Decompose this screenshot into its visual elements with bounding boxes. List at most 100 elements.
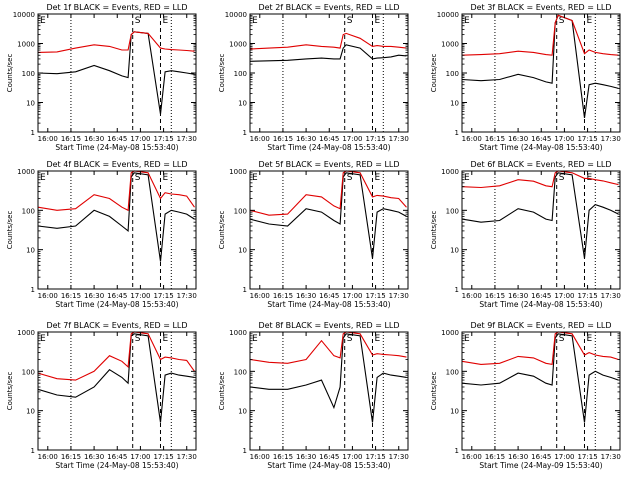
marker-label: S: [347, 334, 353, 344]
marker-label: S: [135, 16, 141, 26]
y-tick-label: 1: [455, 286, 459, 294]
x-tick-label: 16:45: [531, 453, 551, 461]
chart-title: Det 6f BLACK = Events, RED = LLD: [470, 160, 611, 169]
series-line-events: [461, 14, 619, 118]
marker-label: E: [374, 334, 380, 344]
marker-label: E: [464, 334, 470, 344]
x-tick-label: 17:00: [342, 135, 362, 143]
y-tick-label: 10: [450, 408, 459, 416]
x-tick-label: 16:15: [485, 453, 505, 461]
chart-title: Det 1f BLACK = Events, RED = LLD: [46, 3, 187, 12]
y-tick-label: 1: [243, 447, 247, 455]
plot-frame: [37, 331, 197, 451]
marker-label: E: [40, 173, 46, 183]
y-tick-label: 10000: [437, 11, 459, 19]
x-tick-label: 17:30: [601, 453, 621, 461]
x-axis-label: Start Time (24-May-08 15:53:40): [267, 143, 390, 152]
y-tick-label: 10: [238, 247, 247, 255]
x-tick-label: 16:15: [61, 292, 81, 300]
y-tick-label: 1000: [229, 329, 247, 337]
y-tick-label: 1: [31, 129, 35, 137]
series-line-events: [249, 333, 407, 423]
x-tick-label: 17:15: [577, 453, 597, 461]
x-tick-label: 17:00: [130, 135, 150, 143]
x-tick-label: 17:15: [577, 135, 597, 143]
marker-label: E: [252, 16, 258, 26]
series-line-lld: [249, 170, 407, 216]
x-tick-label: 16:30: [296, 453, 316, 461]
x-tick-label: 17:30: [177, 453, 197, 461]
x-tick-label: 17:00: [130, 292, 150, 300]
y-tick-label: 10: [238, 100, 247, 108]
x-tick-label: 16:45: [107, 453, 127, 461]
y-tick-label: 100: [234, 368, 247, 376]
y-tick-label: 100: [22, 207, 35, 215]
x-tick-label: 16:00: [38, 135, 58, 143]
series-line-lld: [37, 31, 195, 53]
y-tick-label: 100: [446, 368, 459, 376]
y-tick-label: 1: [455, 129, 459, 137]
marker-label: E: [40, 334, 46, 344]
x-tick-label: 17:30: [601, 135, 621, 143]
series-line-lld: [461, 14, 619, 56]
chart-title: Det 2f BLACK = Events, RED = LLD: [258, 3, 399, 12]
x-tick-label: 16:15: [485, 135, 505, 143]
x-tick-label: 16:00: [462, 135, 482, 143]
y-tick-label: 1000: [441, 168, 459, 176]
chart-title: Det 3f BLACK = Events, RED = LLD: [470, 3, 611, 12]
x-axis-label: Start Time (24-May-08 15:53:40): [479, 143, 602, 152]
x-tick-label: 17:00: [130, 453, 150, 461]
x-tick-label: 17:15: [577, 292, 597, 300]
y-tick-label: 10000: [13, 11, 35, 19]
marker-label: E: [464, 16, 470, 26]
x-tick-label: 16:00: [250, 453, 270, 461]
x-tick-label: 16:00: [250, 135, 270, 143]
y-tick-label: 10: [26, 100, 35, 108]
x-tick-label: 16:15: [61, 135, 81, 143]
y-axis-label: Counts/sec: [218, 54, 226, 93]
x-tick-label: 16:30: [508, 453, 528, 461]
marker-label: E: [162, 16, 168, 26]
chart-title: Det 5f BLACK = Events, RED = LLD: [258, 160, 399, 169]
marker-label: E: [374, 173, 380, 183]
series-line-lld: [461, 170, 619, 189]
plot-frame: [461, 331, 621, 451]
x-tick-label: 16:00: [38, 292, 58, 300]
marker-label: S: [135, 334, 141, 344]
x-tick-label: 16:45: [319, 453, 339, 461]
y-tick-label: 1: [31, 447, 35, 455]
x-tick-label: 16:45: [531, 292, 551, 300]
y-tick-label: 1: [243, 129, 247, 137]
y-tick-label: 10: [26, 408, 35, 416]
x-tick-label: 17:15: [365, 453, 385, 461]
x-tick-label: 16:30: [296, 292, 316, 300]
marker-label: E: [162, 173, 168, 183]
x-tick-label: 17:00: [554, 292, 574, 300]
x-tick-label: 17:15: [365, 135, 385, 143]
x-tick-label: 16:45: [319, 292, 339, 300]
x-tick-label: 17:15: [153, 292, 173, 300]
y-tick-label: 100: [234, 207, 247, 215]
x-tick-label: 17:30: [177, 135, 197, 143]
x-tick-label: 16:30: [84, 292, 104, 300]
x-axis-label: Start Time (24-May-08 15:53:40): [55, 461, 178, 470]
plot-frame: [461, 170, 621, 290]
y-tick-label: 100: [446, 70, 459, 78]
x-axis-label: Start Time (24-May-08 15:53:40): [479, 300, 602, 309]
x-axis-label: Start Time (24-May-08 15:53:40): [267, 300, 390, 309]
plot-frame: [37, 170, 197, 290]
marker-label: S: [559, 173, 565, 183]
x-tick-label: 17:00: [554, 135, 574, 143]
x-tick-label: 17:00: [554, 453, 574, 461]
y-tick-label: 100: [234, 70, 247, 78]
x-tick-label: 17:00: [342, 292, 362, 300]
x-tick-label: 16:15: [273, 292, 293, 300]
marker-label: E: [40, 16, 46, 26]
x-tick-label: 16:45: [107, 135, 127, 143]
x-tick-label: 16:30: [296, 135, 316, 143]
